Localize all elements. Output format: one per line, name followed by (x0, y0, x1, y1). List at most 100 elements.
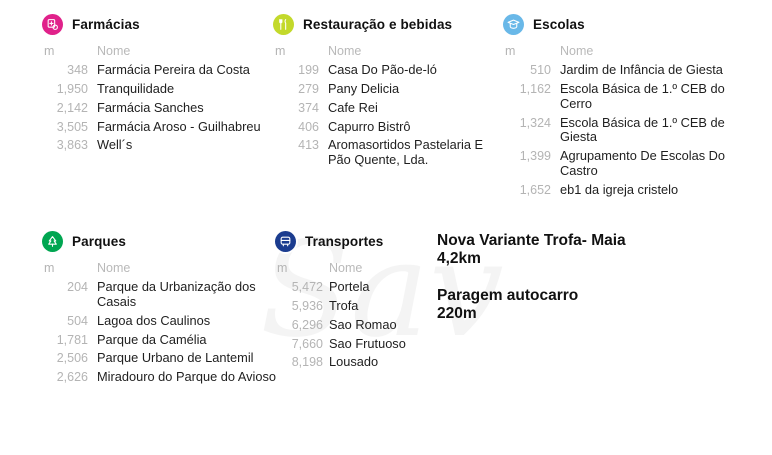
category-header-escolas: Escolas (503, 14, 755, 35)
poi-name: Farmácia Aroso - Guilhabreu (97, 118, 261, 134)
annotation-nova-variante: Nova Variante Trofa- Maia 4,2km (437, 232, 737, 268)
poi-name: Cafe Rei (328, 99, 378, 115)
poi-table-escolas: m Nome 510 Jardim de Infância de Giesta … (503, 44, 755, 202)
poi-table-transportes: m Nome 5,472 Portela 5,936 Trofa 6,296 S… (275, 261, 435, 374)
category-title: Farmácias (72, 17, 140, 32)
table-row[interactable]: 2,626 Miradouro do Parque do Avioso (42, 369, 287, 389)
table-row[interactable]: 406 Capurro Bistrô (273, 119, 503, 139)
table-row[interactable]: 374 Cafe Rei (273, 99, 503, 120)
poi-name: Lagoa dos Caulinos (97, 312, 211, 328)
poi-name: Miradouro do Parque do Avioso (97, 369, 277, 385)
pharmacy-icon (42, 14, 63, 35)
poi-distance: 1,950 (56, 81, 88, 96)
category-panel-farmacias: Farmácias m Nome 348 Farmácia Pereira da… (42, 14, 274, 157)
table-row[interactable]: 8,198 Lousado (275, 355, 435, 374)
table-header-row: m Nome (273, 44, 503, 63)
table-row[interactable]: 5,472 Portela (275, 279, 435, 299)
table-row[interactable]: 7,660 Sao Frutuoso (275, 336, 435, 356)
poi-name: Jardim de Infância de Giesta (560, 62, 723, 77)
poi-distance: 5,472 (291, 280, 323, 294)
poi-distance: 5,936 (291, 298, 323, 313)
table-row[interactable]: 6,296 Sao Romao (275, 316, 435, 337)
table-header-row: m Nome (503, 44, 755, 63)
park-tree-icon (42, 231, 63, 252)
table-row[interactable]: 1,399 Agrupamento De Escolas Do Castro (503, 148, 755, 183)
poi-distance: 1,162 (519, 81, 551, 96)
poi-distance: 510 (530, 63, 551, 77)
poi-name: Sao Romao (329, 316, 397, 332)
table-row[interactable]: 204 Parque da Urbanização dos Casais (42, 279, 287, 314)
poi-distance: 504 (67, 313, 88, 328)
poi-name: Escola Básica de 1.º CEB do Cerro (560, 80, 725, 111)
category-panel-escolas: Escolas m Nome 510 Jardim de Infância de… (503, 14, 755, 202)
table-row[interactable]: 5,936 Trofa (275, 297, 435, 318)
column-header-distance: m (505, 44, 516, 58)
poi-distance: 1,781 (56, 332, 88, 347)
column-header-distance: m (44, 44, 55, 58)
category-title: Escolas (533, 17, 585, 32)
annotation-value: 220m (437, 305, 477, 323)
poi-distance: 348 (67, 63, 88, 77)
poi-name: Parque da Urbanização dos Casais (97, 279, 256, 309)
table-row[interactable]: 3,505 Farmácia Aroso - Guilhabreu (42, 118, 274, 139)
column-header-name: Nome (97, 261, 131, 275)
poi-table-farmacias: m Nome 348 Farmácia Pereira da Costa 1,9… (42, 44, 274, 157)
poi-distance: 413 (298, 138, 319, 153)
poi-name: Farmácia Pereira da Costa (97, 62, 250, 77)
poi-name: Tranquilidade (97, 80, 175, 96)
poi-distance: 1,324 (519, 115, 551, 130)
table-row[interactable]: 510 Jardim de Infância de Giesta (503, 62, 755, 82)
category-title: Transportes (305, 234, 384, 249)
category-header-parques: Parques (42, 231, 287, 252)
poi-distance: 2,626 (56, 370, 88, 385)
restaurant-icon (273, 14, 294, 35)
poi-name: Parque da Camélia (97, 331, 207, 347)
annotation-title: Nova Variante Trofa- Maia (437, 232, 626, 249)
poi-name: Portela (329, 279, 370, 294)
column-header-name: Nome (97, 44, 131, 58)
poi-distance: 279 (298, 81, 319, 96)
column-header-distance: m (275, 44, 286, 58)
table-row[interactable]: 2,142 Farmácia Sanches (42, 100, 274, 120)
school-icon (503, 14, 524, 35)
category-panel-parques: Parques m Nome 204 Parque da Urbanização… (42, 231, 287, 389)
category-title: Restauração e bebidas (303, 17, 453, 32)
column-header-name: Nome (560, 44, 594, 58)
poi-name: Pany Delicia (328, 80, 400, 96)
poi-name: eb1 da igreja cristelo (560, 181, 679, 197)
table-header-row: m Nome (275, 261, 435, 280)
annotation-paragem-autocarro: Paragem autocarro 220m (437, 287, 737, 323)
poi-distance: 1,652 (519, 182, 551, 197)
poi-name: Agrupamento De Escolas Do Castro (560, 148, 726, 179)
table-header-row: m Nome (42, 44, 274, 63)
table-row[interactable]: 348 Farmácia Pereira da Costa (42, 62, 274, 82)
table-row[interactable]: 3,863 Well´s (42, 138, 274, 157)
poi-name: Aromasortidos Pastelaria E Pão Quente, L… (328, 137, 484, 168)
table-row[interactable]: 1,324 Escola Básica de 1.º CEB de Giesta (503, 114, 755, 150)
poi-name: Trofa (329, 297, 359, 313)
annotation-title: Paragem autocarro (437, 287, 579, 305)
table-row[interactable]: 1,652 eb1 da igreja cristelo (503, 181, 755, 202)
table-row[interactable]: 199 Casa Do Pão-de-ló (273, 62, 503, 82)
poi-distance: 7,660 (291, 336, 323, 351)
category-header-restauracao: Restauração e bebidas (273, 14, 503, 35)
poi-distance: 199 (298, 63, 319, 77)
poi-name: Escola Básica de 1.º CEB de Giesta (560, 114, 725, 145)
table-row[interactable]: 504 Lagoa dos Caulinos (42, 312, 287, 333)
table-row[interactable]: 2,506 Parque Urbano de Lantemil (42, 351, 287, 370)
poi-distance: 2,506 (56, 351, 88, 366)
category-header-farmacias: Farmácias (42, 14, 274, 35)
table-row[interactable]: 1,950 Tranquilidade (42, 80, 274, 101)
poi-table-restauracao: m Nome 199 Casa Do Pão-de-ló 279 Pany De… (273, 44, 503, 172)
poi-name: Casa Do Pão-de-ló (328, 62, 437, 77)
table-row[interactable]: 1,781 Parque da Camélia (42, 331, 287, 352)
poi-distance: 204 (67, 280, 88, 294)
table-row[interactable]: 413 Aromasortidos Pastelaria E Pão Quent… (273, 138, 503, 172)
annotation-value: 4,2km (437, 250, 481, 268)
poi-distance: 3,863 (56, 138, 88, 153)
category-panel-restauracao: Restauração e bebidas m Nome 199 Casa Do… (273, 14, 503, 172)
column-header-name: Nome (329, 261, 363, 275)
table-row[interactable]: 279 Pany Delicia (273, 80, 503, 101)
table-row[interactable]: 1,162 Escola Básica de 1.º CEB do Cerro (503, 80, 755, 116)
